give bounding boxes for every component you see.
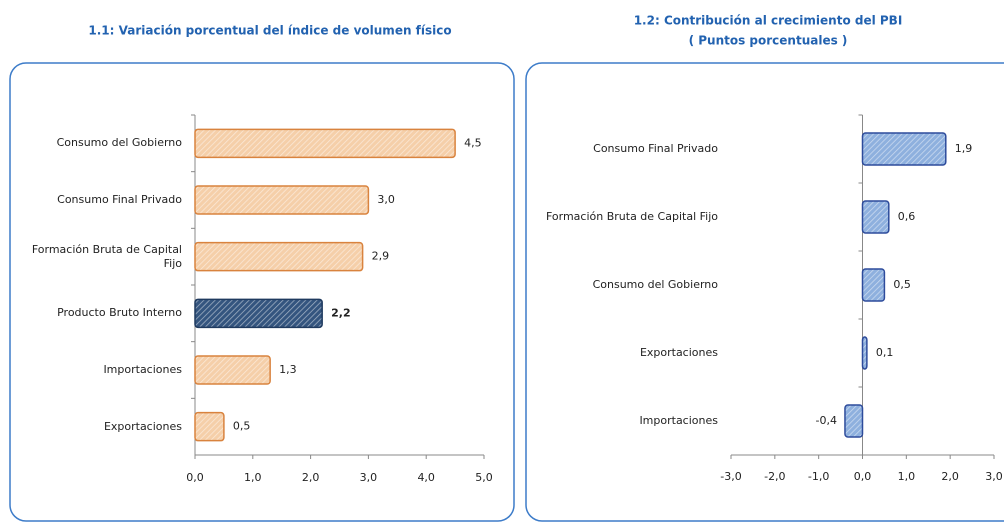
x-tick-label: -1,0 <box>808 470 829 483</box>
panel <box>525 62 1004 522</box>
x-tick-label: -3,0 <box>720 470 741 483</box>
bar <box>861 132 947 166</box>
x-tick-label: 1,0 <box>898 470 916 483</box>
x-tick-label: 0,0 <box>186 471 204 484</box>
bar <box>861 336 868 370</box>
y-tick-label: Importaciones <box>639 414 718 427</box>
bar <box>844 404 864 438</box>
x-tick-label: 3,0 <box>985 470 1003 483</box>
y-tick-label: Consumo del Gobierno <box>592 278 718 291</box>
y-tick-label: Consumo Final Privado <box>57 193 182 206</box>
bar <box>861 268 886 302</box>
x-tick-label: 1,0 <box>244 471 262 484</box>
y-tick-label: Producto Bruto Interno <box>57 306 182 320</box>
bar <box>194 185 370 215</box>
x-tick-label: -2,0 <box>764 470 785 483</box>
x-tick-label: 5,0 <box>475 471 493 484</box>
y-tick-label: Formación Bruta de Capital Fijo <box>545 210 718 223</box>
x-tick-label: 0,0 <box>854 470 872 483</box>
value-label: 2,9 <box>372 250 390 263</box>
value-label: -0,4 <box>815 414 836 427</box>
y-tick-label: Exportaciones <box>103 419 182 433</box>
chart-title: 1.2: Contribución al crecimiento del PBI <box>634 14 903 28</box>
value-label: 0,5 <box>233 420 251 433</box>
x-tick-label: 2,0 <box>941 470 959 483</box>
chart-subtitle: ( Puntos porcentuales ) <box>689 34 848 48</box>
y-tick-label: Exportaciones <box>639 346 718 359</box>
bar <box>194 298 323 329</box>
x-tick-label: 4,0 <box>417 471 435 484</box>
value-label: 1,9 <box>955 142 973 155</box>
value-label: 0,5 <box>893 278 911 291</box>
bar <box>194 411 225 442</box>
value-label: 4,5 <box>464 136 482 149</box>
bar <box>861 200 890 234</box>
bar <box>194 355 271 385</box>
x-tick-label: 3,0 <box>360 471 378 484</box>
bar <box>194 241 364 272</box>
y-tick-label: Consumo del Gobierno <box>56 136 182 150</box>
value-label: 1,3 <box>279 363 297 376</box>
chart-title: 1.1: Variación porcentual del índice de … <box>88 24 451 38</box>
value-label: 2,2 <box>331 306 351 319</box>
value-label: 3,0 <box>377 193 395 206</box>
bar <box>194 128 456 159</box>
value-label: 0,1 <box>876 346 894 359</box>
y-tick-label: Consumo Final Privado <box>593 142 718 155</box>
x-tick-label: 2,0 <box>302 471 320 484</box>
y-tick-label: Formación Bruta de Capital Fijo <box>31 242 182 270</box>
panel <box>9 62 515 522</box>
value-label: 0,6 <box>898 210 916 223</box>
y-tick-label: Importaciones <box>103 363 182 376</box>
